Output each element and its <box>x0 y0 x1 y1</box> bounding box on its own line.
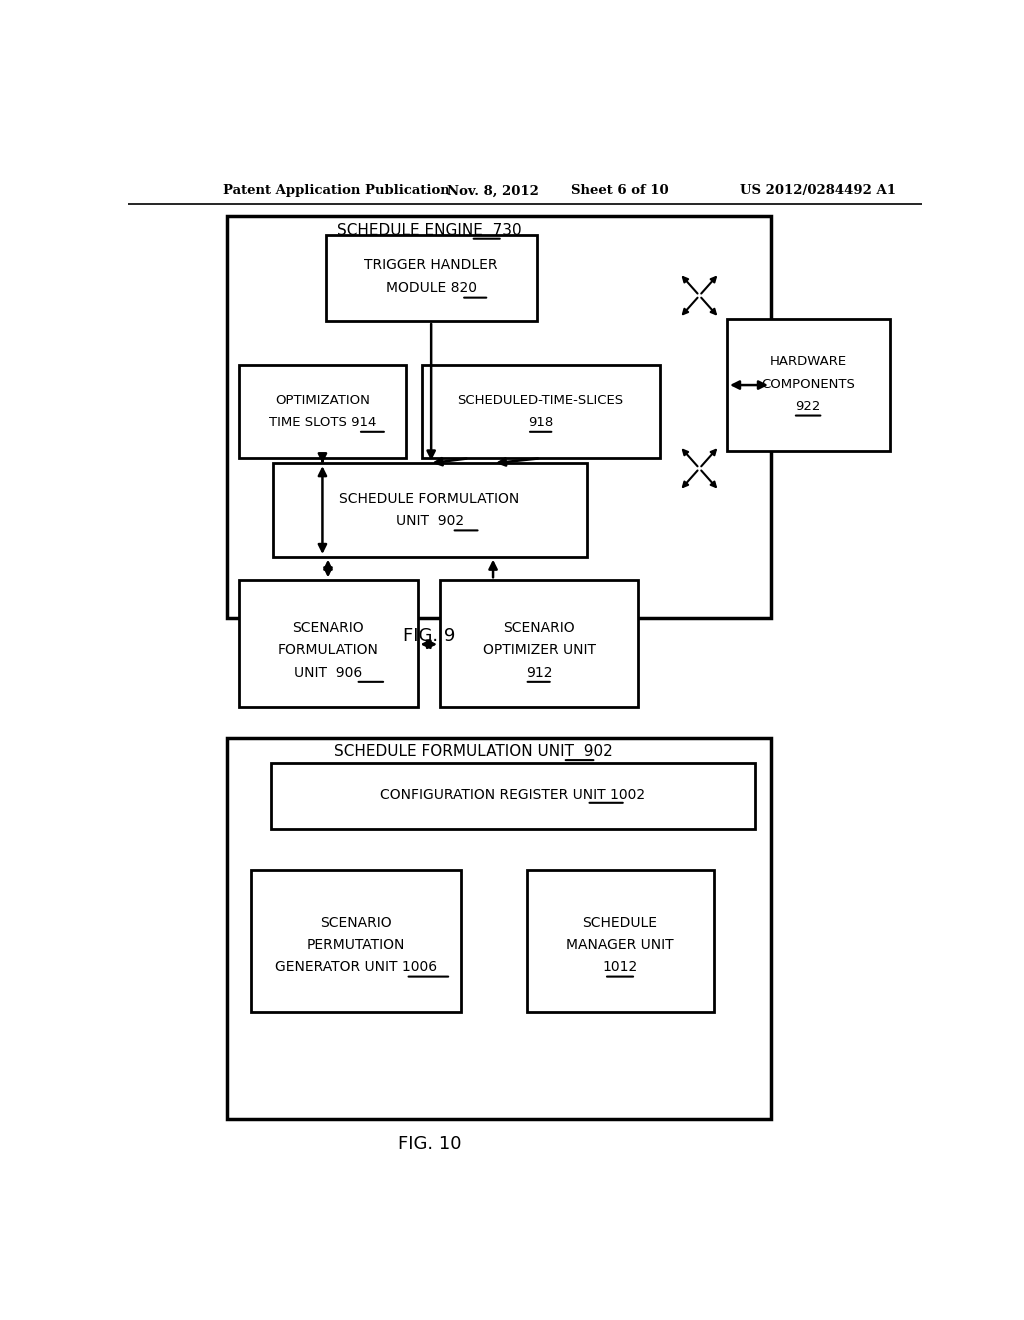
Bar <box>273 463 587 557</box>
Text: 1012: 1012 <box>602 961 638 974</box>
Bar <box>240 581 418 708</box>
Text: MODULE 820: MODULE 820 <box>386 281 476 296</box>
Text: UNIT  906: UNIT 906 <box>294 665 362 680</box>
Text: PERMUTATION: PERMUTATION <box>306 939 404 952</box>
Text: 922: 922 <box>796 400 821 413</box>
Text: SCHEDULE ENGINE  730: SCHEDULE ENGINE 730 <box>337 223 522 238</box>
Bar <box>227 738 771 1119</box>
Text: SCENARIO: SCENARIO <box>292 620 364 635</box>
Text: SCENARIO: SCENARIO <box>503 620 574 635</box>
Text: FIG. 9: FIG. 9 <box>403 627 456 645</box>
Text: 912: 912 <box>526 665 552 680</box>
Text: HARDWARE: HARDWARE <box>770 355 847 368</box>
Text: SCHEDULE FORMULATION: SCHEDULE FORMULATION <box>339 492 520 506</box>
Text: GENERATOR UNIT 1006: GENERATOR UNIT 1006 <box>274 961 437 974</box>
Text: SCENARIO: SCENARIO <box>319 916 391 929</box>
Text: OPTIMIZATION: OPTIMIZATION <box>275 393 370 407</box>
Text: 918: 918 <box>528 416 553 429</box>
Text: SCHEDULED-TIME-SLICES: SCHEDULED-TIME-SLICES <box>458 393 624 407</box>
Text: Sheet 6 of 10: Sheet 6 of 10 <box>571 185 669 198</box>
Bar <box>527 870 714 1012</box>
Text: SCHEDULE: SCHEDULE <box>583 916 657 929</box>
Text: FORMULATION: FORMULATION <box>278 643 379 657</box>
Text: OPTIMIZER UNIT: OPTIMIZER UNIT <box>482 643 596 657</box>
Text: Nov. 8, 2012: Nov. 8, 2012 <box>447 185 539 198</box>
Text: UNIT  902: UNIT 902 <box>395 515 464 528</box>
Text: FIG. 10: FIG. 10 <box>397 1135 462 1154</box>
Bar <box>240 364 406 458</box>
Bar <box>440 581 638 708</box>
Text: CONFIGURATION REGISTER UNIT 1002: CONFIGURATION REGISTER UNIT 1002 <box>380 788 645 801</box>
Text: COMPONENTS: COMPONENTS <box>761 378 855 391</box>
Bar <box>227 216 771 618</box>
Text: US 2012/0284492 A1: US 2012/0284492 A1 <box>740 185 896 198</box>
Bar <box>422 364 659 458</box>
Text: TIME SLOTS 914: TIME SLOTS 914 <box>268 416 376 429</box>
Text: Patent Application Publication: Patent Application Publication <box>223 185 450 198</box>
Bar <box>327 235 537 321</box>
Text: TRIGGER HANDLER: TRIGGER HANDLER <box>365 259 498 272</box>
Bar <box>727 319 890 451</box>
Text: SCHEDULE FORMULATION UNIT  902: SCHEDULE FORMULATION UNIT 902 <box>334 744 612 759</box>
Bar <box>270 763 755 829</box>
Text: MANAGER UNIT: MANAGER UNIT <box>566 939 674 952</box>
Bar <box>251 870 461 1012</box>
